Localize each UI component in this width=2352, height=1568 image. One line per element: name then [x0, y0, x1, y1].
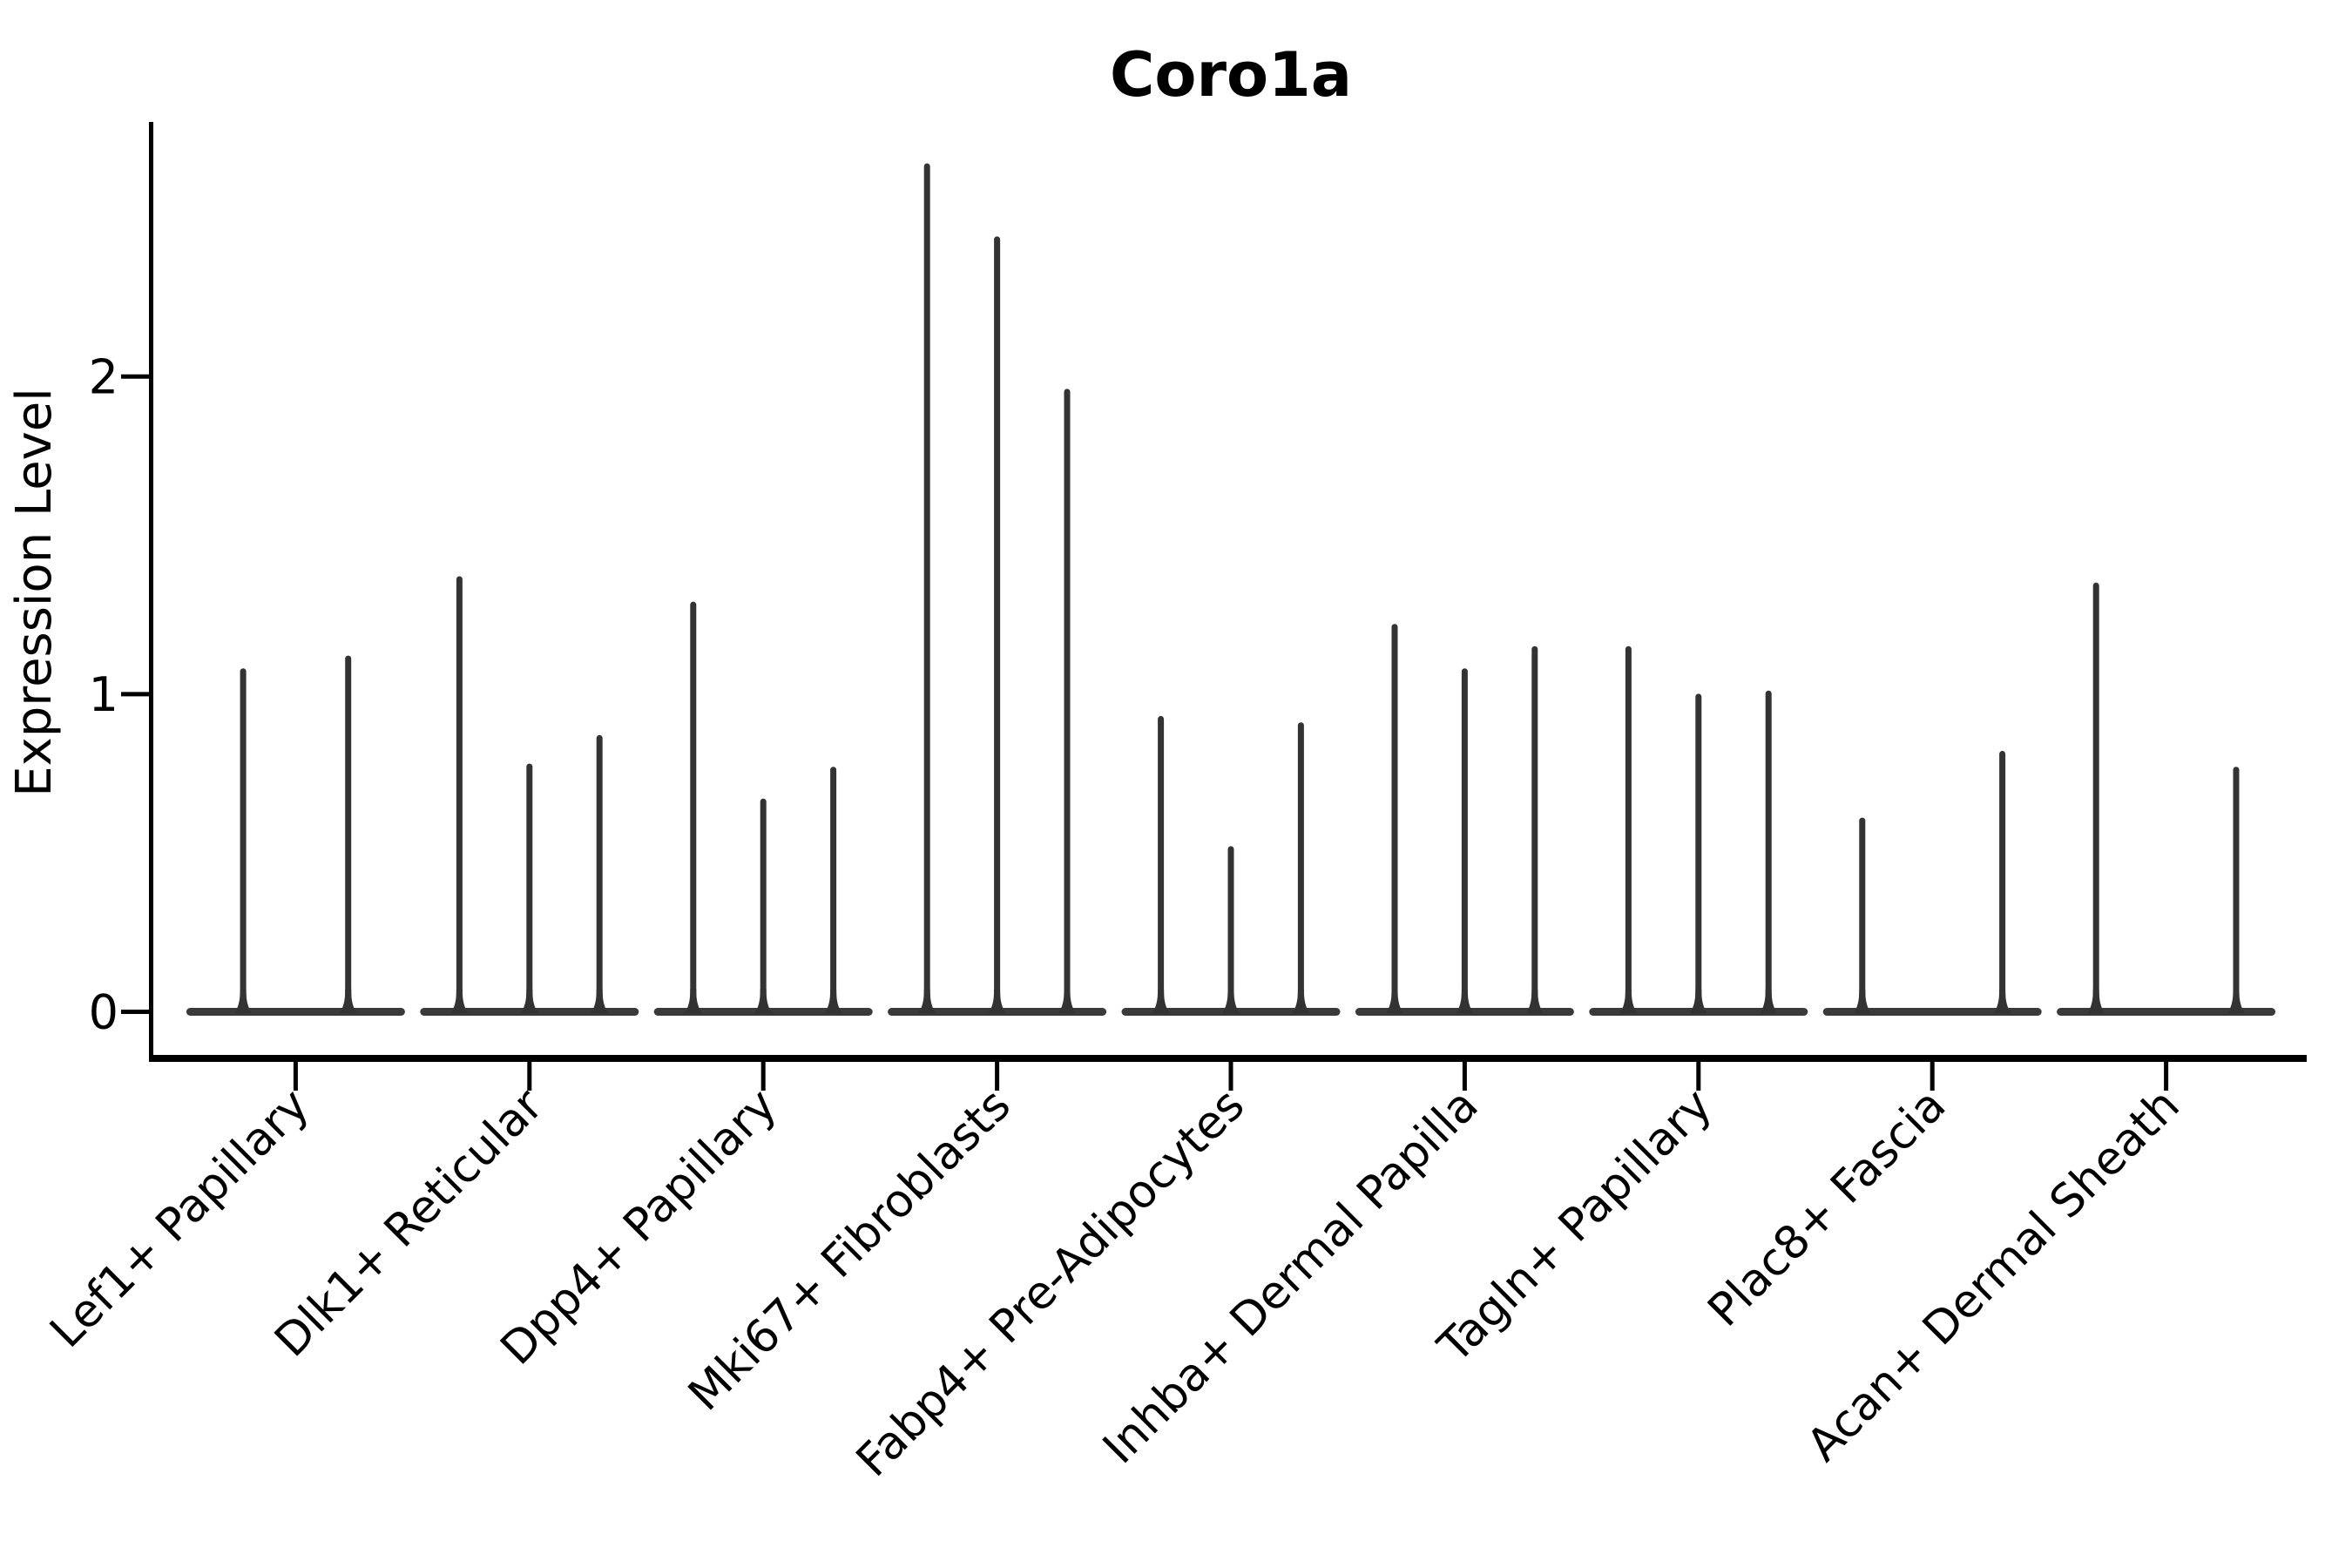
- x-tick-label: Acan+ Dermal Sheath: [1797, 1079, 2190, 1472]
- y-tick-label: 1: [89, 667, 118, 722]
- x-tick-label: Plac8+ Fascia: [1699, 1079, 1957, 1337]
- y-axis-spine: [149, 122, 153, 1062]
- x-tick-label: Inhba+ Dermal Papilla: [1093, 1079, 1488, 1474]
- x-tick-label: Lef1+ Papillary: [40, 1079, 319, 1358]
- y-tick-label: 2: [89, 349, 118, 404]
- y-axis-label: Expression Level: [6, 388, 63, 797]
- x-tick-label: Fabp4+ Pre-Adipocytes: [847, 1079, 1254, 1487]
- chart-title: Coro1a: [1110, 39, 1352, 111]
- x-axis-spine: [149, 1055, 2307, 1062]
- y-tick-label: 0: [89, 985, 118, 1040]
